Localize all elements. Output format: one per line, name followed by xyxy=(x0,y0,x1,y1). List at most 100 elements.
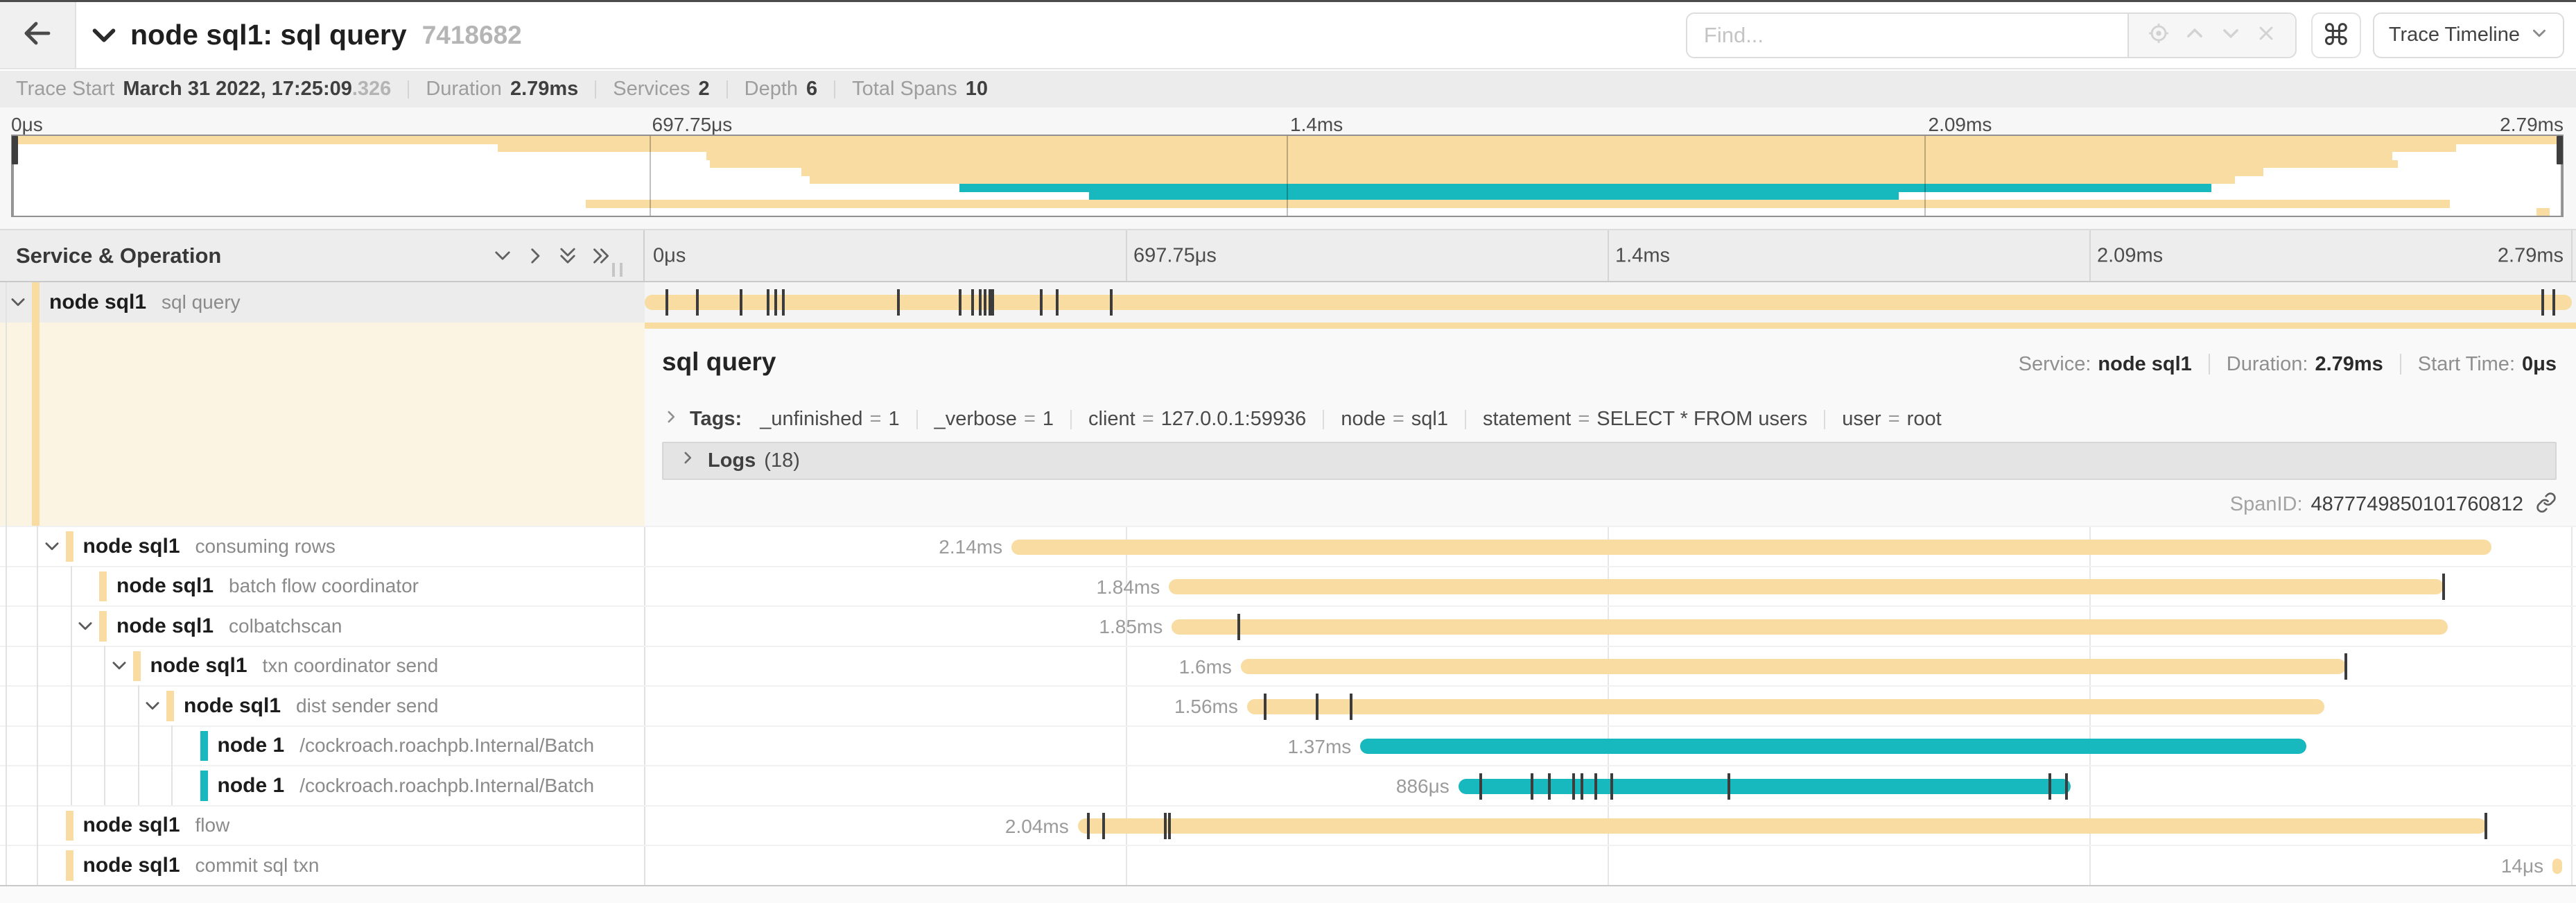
collapse-controls xyxy=(491,230,612,281)
span-tree-cell[interactable]: node sql1 txn coordinator send xyxy=(0,645,645,685)
span-bar[interactable] xyxy=(645,294,2572,310)
span-log-tick[interactable] xyxy=(1263,693,1267,720)
span-log-tick[interactable] xyxy=(1055,289,1059,316)
span-log-tick[interactable] xyxy=(2344,653,2348,680)
span-timeline-cell[interactable]: 1.37ms xyxy=(645,725,2576,766)
span-log-tick[interactable] xyxy=(1237,613,1240,640)
find-input[interactable] xyxy=(1687,13,2127,57)
span-log-tick[interactable] xyxy=(1548,773,1551,800)
span-log-tick[interactable] xyxy=(896,289,900,316)
span-bar[interactable] xyxy=(1246,698,2325,714)
collapse-all-double-chevron-down-icon[interactable] xyxy=(556,244,580,268)
span-timeline-cell[interactable]: 1.6ms xyxy=(645,645,2576,686)
minimap-span-bar xyxy=(2536,207,2550,216)
span-log-tick[interactable] xyxy=(959,289,962,316)
span-log-tick[interactable] xyxy=(1109,289,1113,316)
collapse-trace-chevron-down-icon[interactable] xyxy=(88,19,120,51)
span-log-tick[interactable] xyxy=(2484,813,2488,840)
span-log-tick[interactable] xyxy=(989,289,992,316)
span-timeline-cell[interactable] xyxy=(645,282,2576,322)
view-end-scrubber-line xyxy=(2561,136,2562,216)
span-tree-cell[interactable]: node sql1 dist sender send xyxy=(0,685,645,725)
span-bar[interactable] xyxy=(1360,739,2307,755)
span-log-tick[interactable] xyxy=(1581,773,1584,800)
minimap-canvas[interactable] xyxy=(11,135,2564,217)
span-tree-cell[interactable]: node sql1 commit sql txn xyxy=(0,845,645,885)
span-timeline-cell[interactable]: 1.84ms xyxy=(645,565,2576,606)
span-collapse-chevron-down-icon[interactable] xyxy=(8,292,28,313)
span-log-tick[interactable] xyxy=(1039,289,1043,316)
span-log-tick[interactable] xyxy=(2552,289,2556,316)
span-collapse-chevron-down-icon[interactable] xyxy=(109,655,130,676)
column-resizer-handle[interactable] xyxy=(612,263,623,277)
span-log-tick[interactable] xyxy=(1594,773,1598,800)
span-detail-logs-accordion[interactable]: Logs (18) xyxy=(662,441,2557,480)
view-end-scrubber-handle[interactable] xyxy=(2557,136,2563,164)
span-bar[interactable] xyxy=(1169,579,2444,595)
span-log-tick[interactable] xyxy=(991,289,995,316)
span-log-tick[interactable] xyxy=(2442,574,2445,601)
span-names: node 1/cockroach.roachpb.Internal/Batch xyxy=(218,734,595,757)
span-log-tick[interactable] xyxy=(1164,813,1167,840)
span-timeline-cell[interactable]: 1.56ms xyxy=(645,685,2576,725)
span-log-tick[interactable] xyxy=(1102,813,1105,840)
span-collapse-chevron-down-icon[interactable] xyxy=(142,696,163,716)
span-log-tick[interactable] xyxy=(1168,813,1172,840)
span-log-tick[interactable] xyxy=(1086,813,1090,840)
span-log-tick[interactable] xyxy=(1350,693,1353,720)
collapse-all-chevron-down-icon[interactable] xyxy=(491,244,514,268)
span-log-tick[interactable] xyxy=(1315,693,1319,720)
span-log-tick[interactable] xyxy=(1531,773,1534,800)
span-log-tick[interactable] xyxy=(739,289,742,316)
span-log-tick[interactable] xyxy=(665,289,668,316)
span-log-tick[interactable] xyxy=(1728,773,1731,800)
span-timeline-cell[interactable]: 2.04ms xyxy=(645,805,2576,845)
next-match-chevron-down-icon[interactable] xyxy=(2219,22,2243,49)
span-tree-cell[interactable]: node sql1 consuming rows xyxy=(0,526,645,566)
focus-target-icon[interactable] xyxy=(2147,22,2170,49)
clear-search-x-icon[interactable] xyxy=(2255,22,2277,48)
span-tree-cell[interactable]: node sql1 flow xyxy=(0,805,645,845)
span-tree-cell[interactable]: node sql1 sql query xyxy=(0,282,645,322)
span-log-tick[interactable] xyxy=(1479,773,1482,800)
span-log-tick[interactable] xyxy=(2048,773,2051,800)
span-collapse-chevron-down-icon[interactable] xyxy=(75,616,96,637)
span-detail-tags-row[interactable]: Tags: _unfinished = 1 _verbose = 1 client = 127.0… xyxy=(662,408,2557,431)
span-log-tick[interactable] xyxy=(984,289,987,316)
span-row: node sql1 sql query xyxy=(0,282,2576,322)
span-timeline-cell[interactable]: 886μs xyxy=(645,765,2576,805)
span-log-tick[interactable] xyxy=(979,289,982,316)
span-tree-cell[interactable]: node sql1 batch flow coordinator xyxy=(0,565,645,605)
span-bar[interactable] xyxy=(1240,659,2347,675)
span-bar[interactable] xyxy=(1077,818,2487,834)
span-log-tick[interactable] xyxy=(2541,289,2545,316)
span-bar[interactable] xyxy=(1172,619,2448,635)
prev-match-chevron-up-icon[interactable] xyxy=(2183,22,2207,49)
span-timeline-cell[interactable]: 1.85ms xyxy=(645,605,2576,646)
deep-link-icon[interactable] xyxy=(2523,492,2557,518)
expand-one-chevron-right-icon[interactable] xyxy=(523,244,547,268)
span-bar[interactable] xyxy=(1011,539,2492,555)
span-tree-cell[interactable]: node 1/cockroach.roachpb.Internal/Batch xyxy=(0,725,645,765)
span-log-tick[interactable] xyxy=(1610,773,1613,800)
span-log-tick[interactable] xyxy=(782,289,785,316)
span-log-tick[interactable] xyxy=(1572,773,1576,800)
expand-all-double-chevron-right-icon[interactable] xyxy=(589,244,612,268)
span-log-tick[interactable] xyxy=(774,289,778,316)
span-log-tick[interactable] xyxy=(767,289,770,316)
view-start-scrubber-handle[interactable] xyxy=(12,136,18,164)
span-tree-cell[interactable]: node sql1 colbatchscan xyxy=(0,605,645,646)
trace-view-dropdown[interactable]: Trace Timeline xyxy=(2372,12,2564,58)
span-tree-cell[interactable]: node 1/cockroach.roachpb.Internal/Batch xyxy=(0,765,645,805)
span-log-tick[interactable] xyxy=(971,289,975,316)
indent-guide xyxy=(6,282,7,322)
keyboard-shortcuts-button[interactable]: ⌘ xyxy=(2310,12,2361,58)
span-timeline-cell[interactable]: 2.14ms xyxy=(645,526,2576,566)
span-log-tick[interactable] xyxy=(2064,773,2068,800)
back-button[interactable] xyxy=(0,2,76,68)
span-log-tick[interactable] xyxy=(695,289,699,316)
span-collapse-chevron-down-icon[interactable] xyxy=(42,536,62,557)
span-bar[interactable] xyxy=(2552,858,2563,874)
span-timeline-cell[interactable]: 14μs xyxy=(645,845,2576,885)
